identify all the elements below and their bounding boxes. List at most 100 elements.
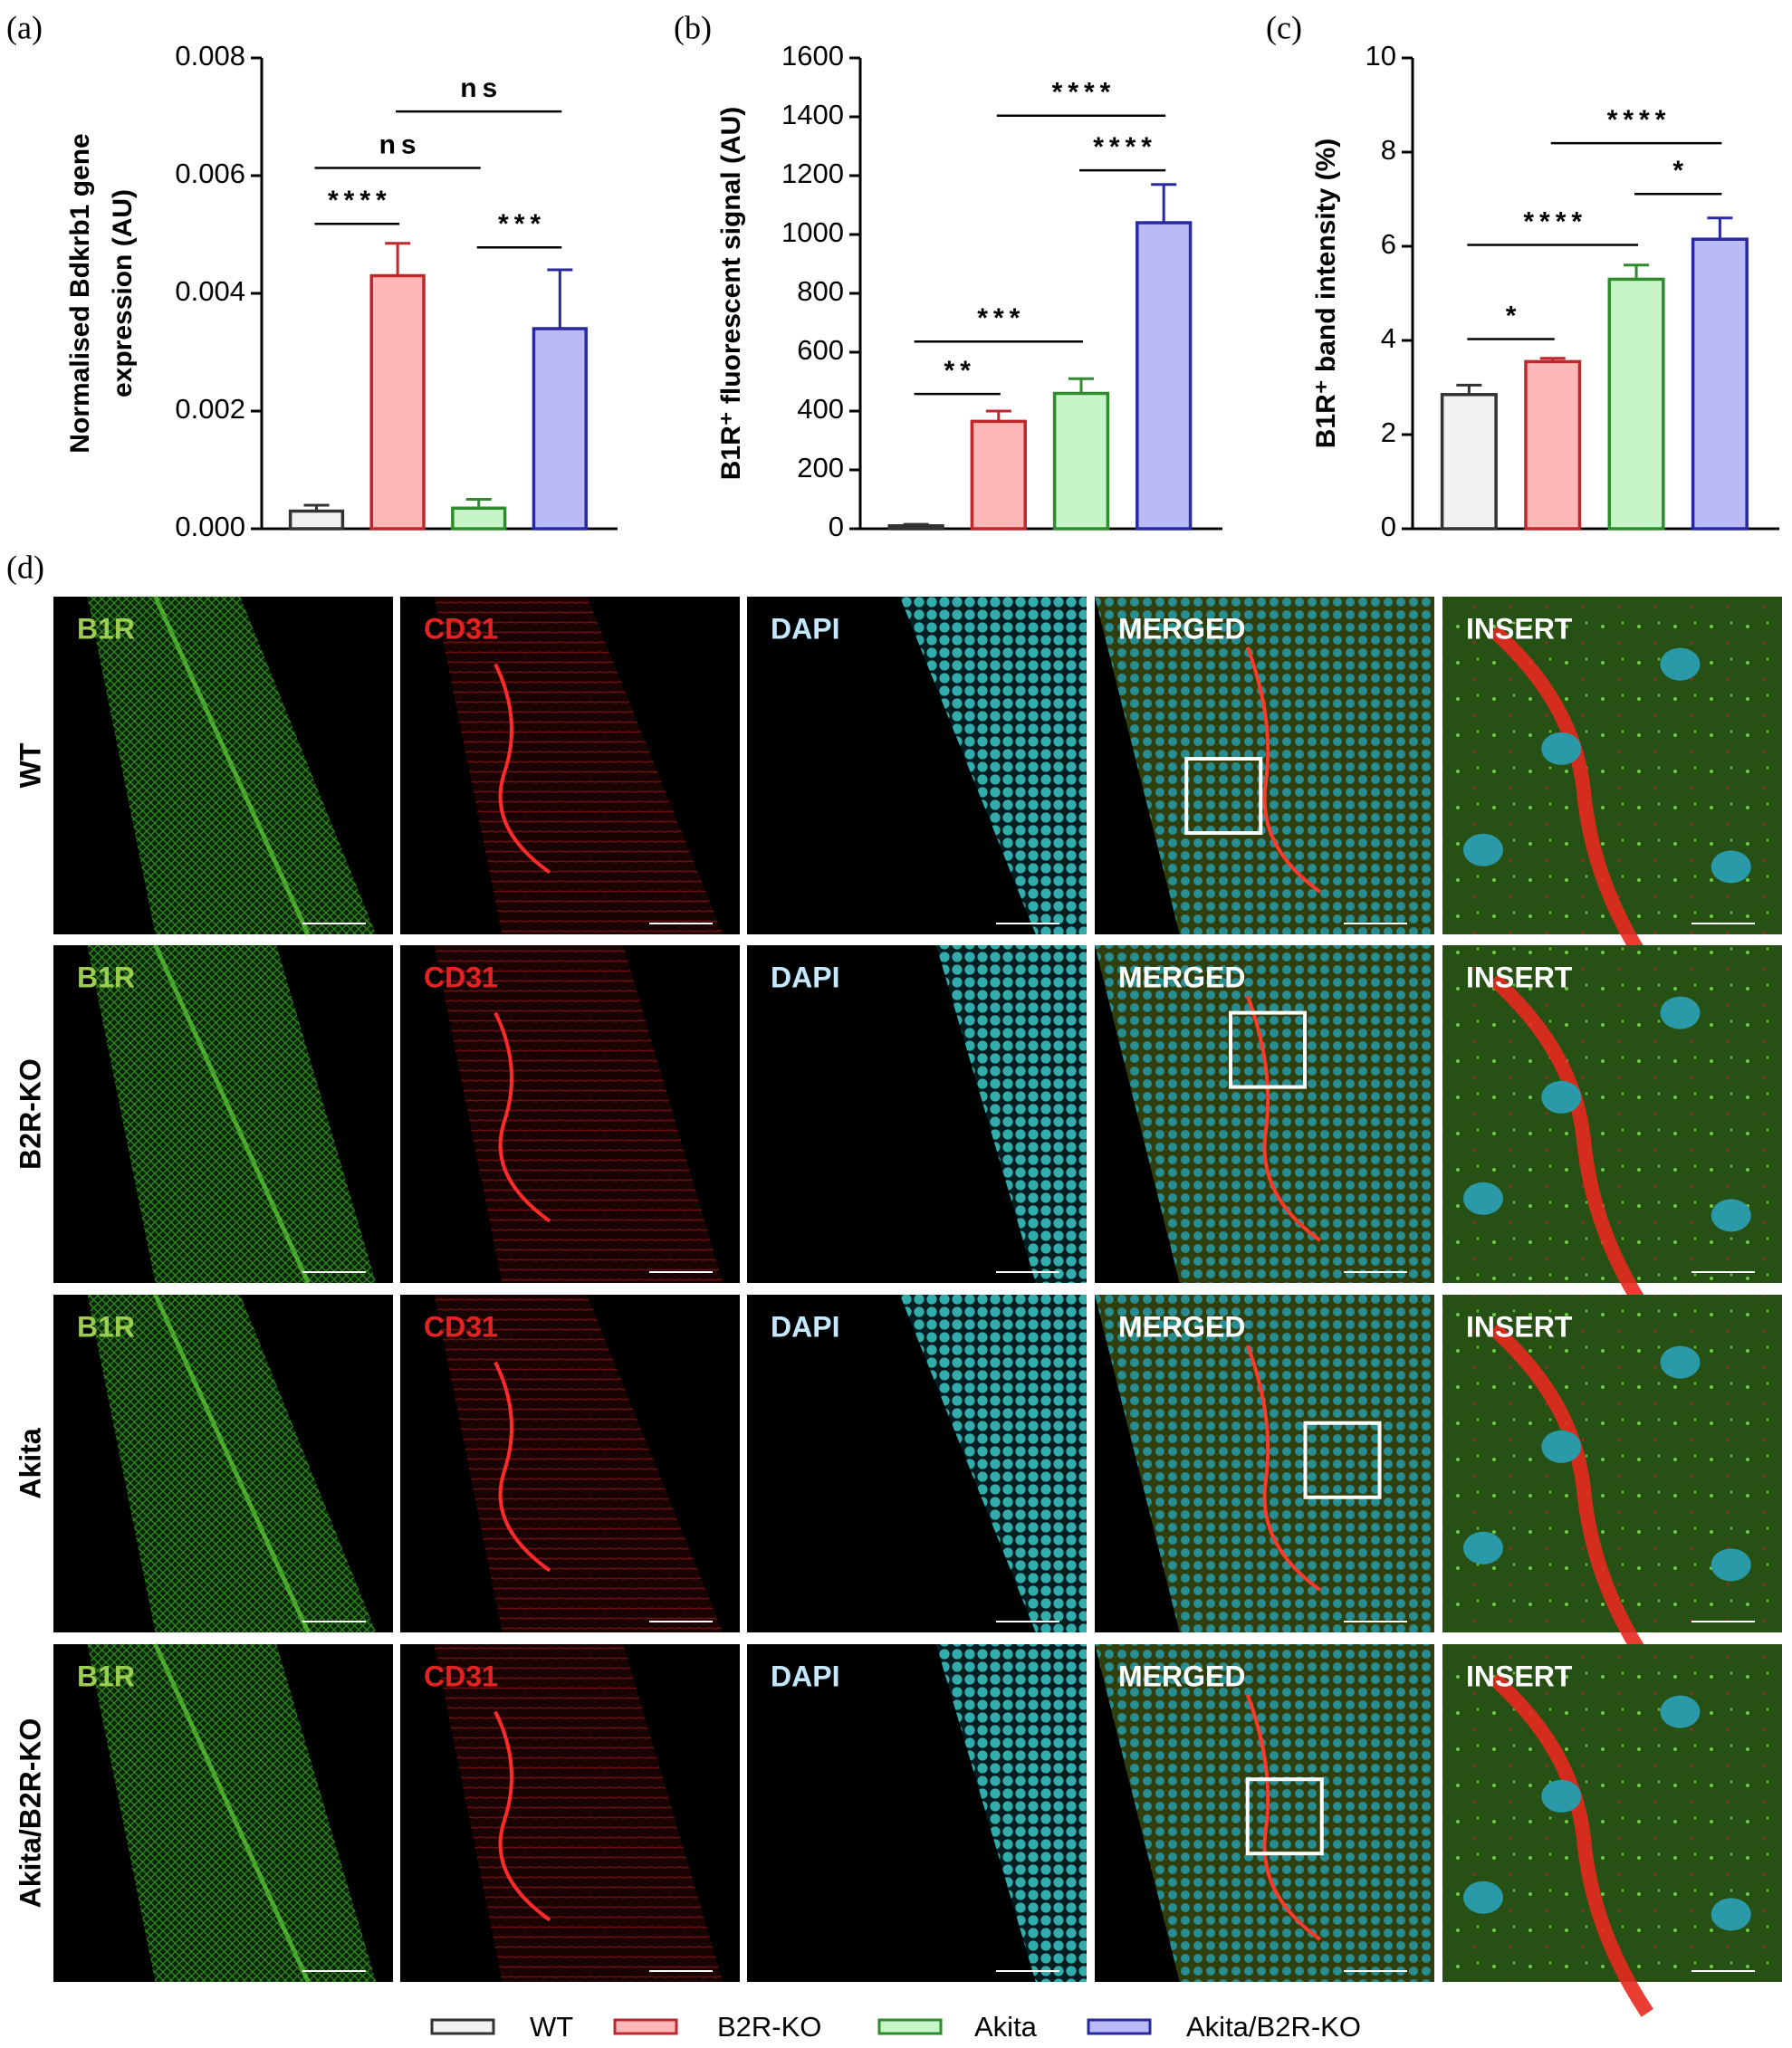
tissue <box>935 1644 1087 1982</box>
tissue <box>434 1295 724 1632</box>
y-tick-label: 0.000 <box>175 511 245 542</box>
significance-label: * <box>1672 156 1689 186</box>
channel-label: DAPI <box>771 1310 839 1343</box>
channel-label: B1R <box>77 612 135 645</box>
channel-label: INSERT <box>1466 1660 1573 1692</box>
legend-label: Akita/B2R-KO <box>1186 2011 1361 2043</box>
significance-label: **** <box>1052 78 1116 108</box>
y-tick-label: 0 <box>829 511 844 542</box>
vessel <box>1245 995 1321 1242</box>
error-bar <box>985 409 1011 422</box>
significance-label: **** <box>1093 132 1157 162</box>
channel-label: DAPI <box>771 1660 839 1692</box>
nucleus <box>1660 647 1701 681</box>
insert-box <box>1245 1777 1324 1856</box>
nucleus <box>1711 1199 1751 1232</box>
y-tick-label: 0.008 <box>175 40 245 72</box>
error-bar <box>1707 216 1733 240</box>
micrograph: B1R <box>53 1642 393 1984</box>
nucleus <box>1463 1531 1503 1565</box>
channel-label: DAPI <box>771 961 839 993</box>
micrograph: MERGED <box>1095 597 1434 934</box>
panel-label: (a) <box>6 9 43 45</box>
error-bar <box>303 503 330 512</box>
vessel <box>1245 646 1321 894</box>
row-label: Akita <box>14 1428 46 1498</box>
nucleus <box>1660 1695 1701 1728</box>
tissue-edge <box>153 1642 311 1984</box>
error-bar <box>465 498 492 509</box>
vessel <box>1245 1345 1321 1592</box>
y-tick-label: 0.002 <box>175 393 245 425</box>
micrograph: CD31 <box>400 945 740 1283</box>
micrograph: MERGED <box>1095 1644 1434 1982</box>
micrograph: MERGED <box>1095 1295 1434 1632</box>
nucleus <box>1711 1898 1751 1931</box>
channel-label: B1R <box>77 1310 135 1343</box>
y-tick-label: 4 <box>1381 322 1396 354</box>
legend-swatch <box>1087 2018 1152 2035</box>
bar <box>887 524 944 531</box>
channel-label: CD31 <box>424 612 498 645</box>
nucleus <box>1660 1345 1701 1379</box>
nucleus <box>1463 1182 1503 1215</box>
panel-label: (c) <box>1266 9 1302 45</box>
legend-swatch <box>430 2018 495 2035</box>
channel-label: MERGED <box>1118 1660 1245 1692</box>
significance-label: **** <box>1523 206 1587 236</box>
micrograph: DAPI <box>747 1295 1087 1632</box>
bar <box>1136 221 1193 531</box>
y-tick-label: 800 <box>797 275 844 307</box>
micrograph: CD31 <box>400 1644 740 1982</box>
y-tick-label: 6 <box>1381 228 1396 260</box>
nucleus <box>1541 1779 1582 1813</box>
bar <box>451 506 507 531</box>
vessel <box>1488 1323 1653 1668</box>
nucleus <box>1541 1080 1582 1114</box>
significance-label: ** <box>944 356 976 386</box>
vessel <box>494 1011 551 1223</box>
y-tick-label: 0.006 <box>175 158 245 189</box>
channel-label: DAPI <box>771 612 839 645</box>
error-bar <box>1456 383 1482 395</box>
channel-label: MERGED <box>1118 961 1245 993</box>
micrograph: DAPI <box>747 945 1087 1283</box>
y-tick-label: 400 <box>797 393 844 425</box>
row-label: WT <box>14 742 46 788</box>
panel-label: (d) <box>6 549 44 585</box>
tissue <box>1095 945 1434 1283</box>
insert-box <box>1184 757 1263 836</box>
micrograph: B1R <box>53 1293 393 1634</box>
micrograph: INSERT <box>1442 597 1782 970</box>
vessel <box>494 663 551 875</box>
nucleus <box>1711 1548 1751 1582</box>
vessel <box>1245 1694 1321 1941</box>
row-label: Akita/B2R-KO <box>14 1718 46 1909</box>
bar <box>288 509 345 531</box>
legend-swatch <box>877 2018 943 2035</box>
y-tick-label: 1200 <box>781 158 844 189</box>
significance-label: *** <box>977 303 1025 333</box>
micrograph: B1R <box>53 595 393 936</box>
micrograph: DAPI <box>747 1644 1087 1982</box>
error-bar <box>1539 357 1566 362</box>
y-tick-label: 600 <box>797 334 844 366</box>
micrograph: CD31 <box>400 597 740 934</box>
error-bar <box>1624 263 1650 280</box>
legend-label: Akita <box>974 2011 1038 2043</box>
channel-label: MERGED <box>1118 612 1245 645</box>
error-bar <box>547 268 573 329</box>
channel-label: INSERT <box>1466 612 1573 645</box>
y-tick-label: 1400 <box>781 99 844 130</box>
tissue <box>434 945 724 1283</box>
significance-label: *** <box>498 209 546 239</box>
vessel <box>1488 973 1653 1318</box>
error-bar <box>1151 183 1177 223</box>
channel-label: INSERT <box>1466 1310 1573 1343</box>
tissue <box>1095 597 1434 934</box>
legend-swatch <box>613 2018 678 2035</box>
significance-label: * <box>1506 301 1522 330</box>
significance-label: **** <box>1607 105 1672 135</box>
micrograph: DAPI <box>747 597 1087 934</box>
